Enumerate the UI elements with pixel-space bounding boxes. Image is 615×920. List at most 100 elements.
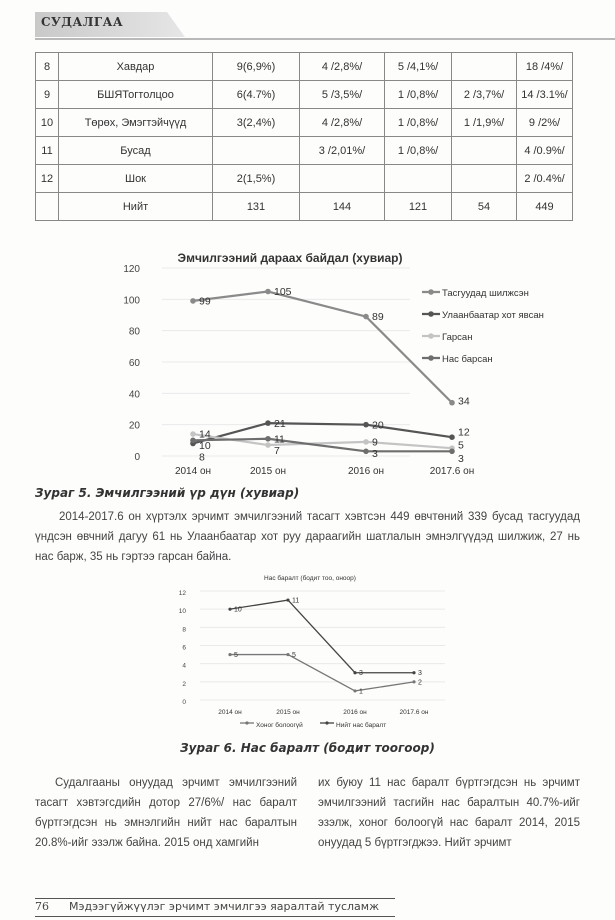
data-label: 89 [372,311,384,323]
data-label: 10 [199,440,211,452]
data-label: 8 [199,452,205,464]
legend-marker [428,333,434,339]
paragraph-col-1: Судалгааны онуудад эрчимт эмчилгээний та… [35,777,297,849]
data-label: 7 [274,445,280,457]
data-label: 11 [292,598,299,605]
series-line [192,290,453,404]
chart-mortality: Нас баралт (бодит тоо, оноор)02468101220… [179,574,445,729]
table-cell: 4 /2,8%/ [299,52,385,81]
table-cell: 1 /0,8%/ [384,108,452,137]
page-footer: 76 Мэдээгүйжүүлэг эрчимт эмчилгээ яаралт… [35,898,395,917]
y-tick-label: 0 [182,699,186,706]
paragraph-col-2: их буюу 11 нас баралт бүртгэгдсэн нь эрч… [318,777,580,849]
table-cell: 144 [299,192,385,221]
chart-title: Эмчилгээний дараах байдал (хувиар) [178,251,403,265]
table-row: 10 Төрөх, Эмэгтэйчүүд 3(2,4%) 4 /2,8%/1 /0,… [35,108,573,137]
data-table: 8 Хавдар 9(6,9%) 4 /2,8%/5 /4,1%/18 /4%/9 БШ… [35,52,573,221]
data-label: 105 [274,286,292,298]
x-tick-label: 2015 он [250,466,286,477]
data-point [449,399,455,406]
x-tick-label: 2016 он [348,466,384,477]
data-label: 21 [274,418,286,430]
series-line [192,421,453,445]
table-cell: 2 /0.4%/ [516,164,573,193]
data-point [265,442,271,448]
data-point [265,435,271,442]
journal-title: Мэдээгүйжүүлэг эрчимт эмчилгээ яаралтай … [69,900,380,913]
table-cell: 131 [212,192,300,221]
data-point [353,689,357,693]
chart-treatment-outcome: Эмчилгээний дараах байдал (хувиар) 0 20 40 6… [123,251,544,477]
table-cell: Хавдар [58,52,213,81]
table-cell: 2 /3,7%/ [451,80,517,109]
table-cell: 3(2,4%) [212,108,300,137]
legend-marker [428,289,434,295]
series-line [229,599,414,674]
table-cell: Нийт [58,192,213,221]
x-tick-label: 2014 он [218,709,242,716]
table-cell [384,164,452,193]
data-point [228,607,232,611]
table-cell: 6(4.7%) [212,80,300,109]
table-cell: 5 /4,1%/ [384,52,452,81]
data-point [228,652,232,657]
legend-label: Гарсан [442,332,472,343]
table-cell: 10 [35,108,59,137]
header-rule [35,38,615,40]
chart-title: Нас баралт (бодит тоо, оноор) [264,574,356,582]
legend-marker [428,311,434,317]
paragraph-1: 2014-2017.6 он хүртэлх эрчимт эмчилгээни… [35,511,580,563]
data-point [363,439,369,445]
y-tick-label: 40 [129,389,141,400]
x-tick-label: 2016 он [343,709,367,716]
data-label: 99 [199,296,211,308]
table-cell: 4 /2,8%/ [299,108,385,137]
table-cell [451,52,517,81]
data-label: 2 [418,679,422,686]
table-cell: 1 /0,8%/ [384,80,452,109]
data-label: 3 [458,453,464,465]
table-cell [212,136,300,165]
y-tick-label: 10 [179,608,187,615]
table-cell: Бусад [58,136,213,165]
table-cell [451,136,517,165]
table-cell: 5 /3,5%/ [299,80,385,109]
data-point [449,434,455,440]
table-cell [451,164,517,193]
table-cell: 8 [35,52,59,81]
table-cell: 18 /4%/ [516,52,573,81]
legend-label: Хоног болоогүй [256,721,303,729]
legend-label: Нийт нас баралт [336,721,386,729]
data-label: 1 [359,688,363,695]
table-cell: БШЯТогтолцоо [58,80,213,109]
data-point [190,298,196,304]
table-cell: 14 /3.1%/ [516,80,573,109]
data-label: 34 [458,396,470,408]
data-point [190,437,196,444]
y-tick-label: 6 [182,645,186,652]
series-line [230,653,415,692]
table-row: 8 Хавдар 9(6,9%) 4 /2,8%/5 /4,1%/ 18 /4%/ [35,52,573,81]
figure-6-caption: Зураг 6. Нас баралт (бодит тоогоор) [180,741,435,755]
data-point [286,598,290,602]
table-cell: 4 /0.9%/ [516,136,573,165]
y-tick-label: 2 [182,681,186,688]
section-header: СУДАЛГАА [35,12,185,37]
y-tick-label: 20 [129,421,141,432]
table-cell: 54 [451,192,517,221]
data-point [353,671,357,675]
table-cell: Төрөх, Эмэгтэйчүүд [58,108,213,137]
table-row: 11 Бусад 3 /2,01%/1 /0,8%/ 4 /0.9%/ [35,136,573,165]
y-tick-label: 80 [129,327,141,338]
series-line [192,437,452,453]
table-cell: 449 [516,192,573,221]
legend-label: Тасгуудад шилжсэн [442,288,529,299]
table-cell [299,164,385,193]
table-row: 12 Шок 2(1,5%) 2 /0.4%/ [35,164,573,193]
data-label: 14 [199,429,211,441]
y-tick-label: 4 [182,663,186,670]
data-label: 3 [372,448,378,460]
data-point [449,448,455,455]
data-label: 5 [458,440,464,452]
